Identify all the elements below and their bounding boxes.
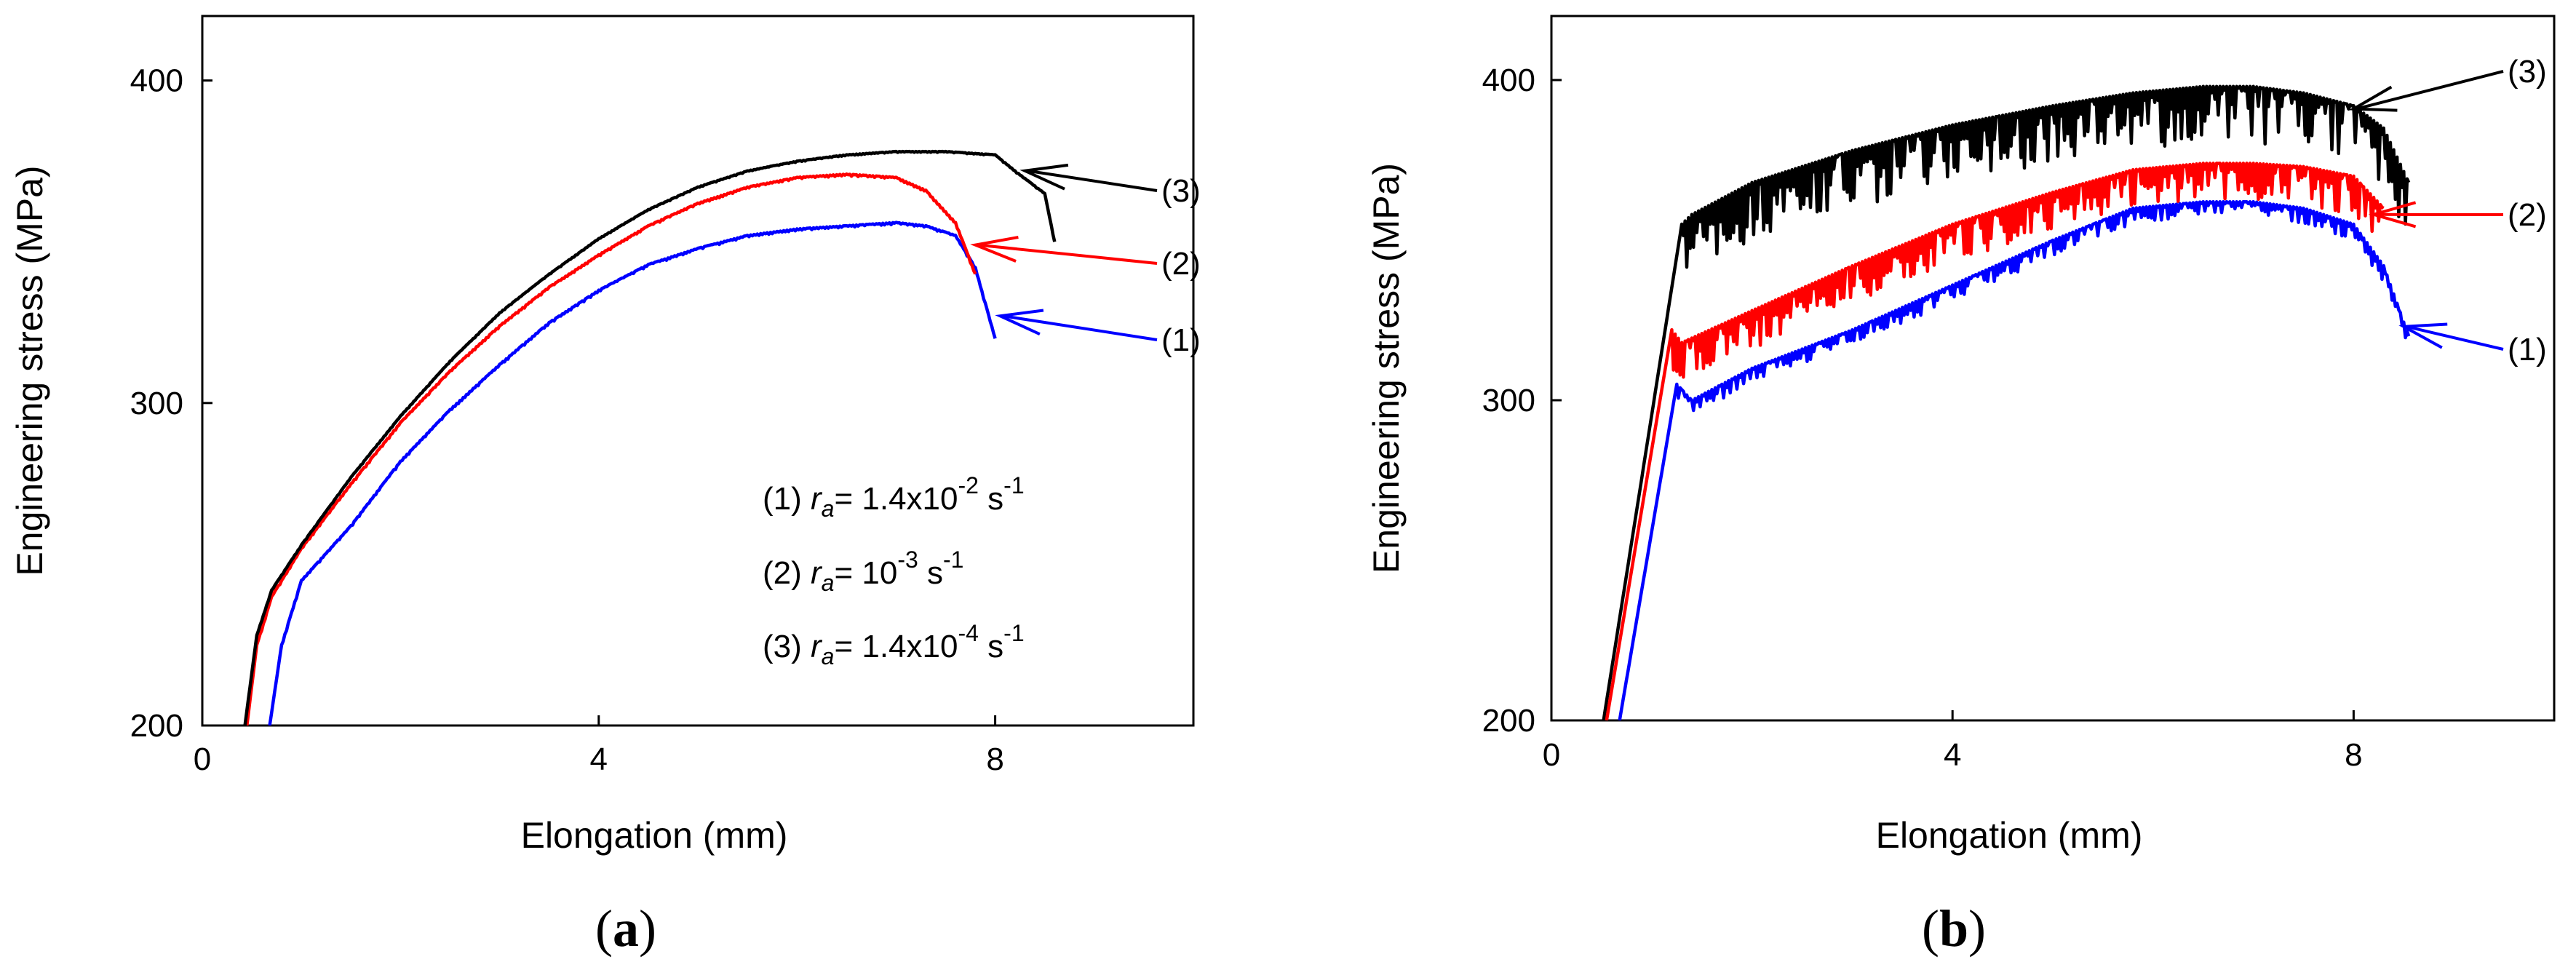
panel-label-letter: b: [1939, 899, 1968, 958]
series-line-2: [1605, 162, 2385, 720]
x-tick-label: 4: [1944, 737, 1961, 773]
panel-label: (a): [595, 899, 656, 958]
legend-eq: =: [834, 629, 862, 664]
plot-frame: [201, 15, 1195, 727]
legend-base: 10: [862, 555, 897, 591]
legend-exp: -3: [897, 546, 918, 573]
callout-arrowhead: [970, 236, 1019, 263]
legend-prefix: r: [811, 629, 823, 664]
callout-arrow: [1003, 314, 1158, 341]
legend-base: 1.4x10: [862, 481, 958, 517]
legend-unit_exp: -1: [1003, 472, 1024, 498]
callout-arrowhead: [2348, 85, 2398, 112]
legend-exp: -4: [958, 620, 978, 646]
legend-eq: =: [834, 555, 862, 591]
legend-unit: s: [979, 629, 1003, 664]
callout-arrowhead: [2398, 322, 2448, 349]
x-axis-title: Elongation (mm): [521, 815, 788, 856]
y-tick-label: 400: [1482, 63, 1535, 98]
callout-arrow: [2356, 70, 2504, 111]
callout-label: (3): [1161, 173, 1201, 209]
callout-label: (3): [2508, 54, 2547, 90]
panel-label-letter: a: [613, 899, 639, 958]
callout-arrowhead: [995, 309, 1044, 336]
series-line-1: [1618, 199, 2411, 720]
legend-entry: (2) ra= 10-3 s-1: [763, 546, 963, 596]
legend-unit_exp: -1: [1003, 620, 1024, 646]
legend-sub: a: [822, 643, 835, 669]
y-axis-title: Engineering stress (MPa): [9, 165, 50, 576]
callout-label: (2): [1161, 246, 1201, 282]
legend-id: (3): [763, 629, 811, 664]
x-tick-label: 0: [1543, 737, 1560, 773]
legend-unit: s: [918, 555, 943, 591]
callout-arrow: [1027, 169, 1158, 192]
legend-base: 1.4x10: [862, 629, 958, 664]
legend-entry: (3) ra= 1.4x10-4 s-1: [763, 620, 1025, 669]
x-axis-title: Elongation (mm): [1876, 815, 2143, 856]
y-tick-label: 300: [130, 386, 183, 421]
plot-frame: [1550, 15, 2556, 722]
legend-unit_exp: -1: [943, 546, 963, 573]
y-tick-label: 200: [130, 708, 183, 744]
series-line-1: [268, 220, 997, 725]
legend-id: (1): [763, 481, 811, 517]
x-tick-label: 0: [194, 742, 211, 777]
callout-arrowhead: [1019, 163, 1069, 191]
callout-arrowhead: [2368, 201, 2417, 228]
panel-b-chart: 200 300 400 0 4 8 Elongation (mm) Engineering s…: [1366, 15, 2556, 958]
panel-a-chart: 200 300 400 0 4 8 Elongation (mm) Engineering s…: [9, 15, 1201, 958]
callout-label: (1): [2508, 332, 2547, 367]
series-line-3: [243, 149, 1057, 725]
legend-prefix: r: [811, 481, 823, 517]
y-tick-label: 400: [130, 63, 183, 99]
y-tick-label: 300: [1482, 383, 1535, 418]
legend-sub: a: [822, 570, 835, 596]
callout-arrow: [2406, 325, 2504, 351]
callout-label: (2): [2508, 197, 2547, 233]
x-tick-label: 8: [2345, 737, 2362, 773]
legend-exp: -2: [958, 472, 978, 498]
legend-eq: =: [834, 481, 862, 517]
callout-label: (1): [1161, 322, 1201, 358]
callout-arrow: [978, 243, 1158, 265]
series-line-2: [245, 172, 977, 725]
series-line-3: [1602, 84, 2411, 720]
x-tick-label: 4: [590, 742, 608, 777]
panel-label: (b): [1922, 899, 1986, 958]
x-tick-label: 8: [986, 742, 1003, 777]
legend-unit: s: [979, 481, 1003, 517]
y-axis-title: Engineering stress (MPa): [1366, 163, 1407, 573]
legend-sub: a: [822, 496, 835, 522]
legend-id: (2): [763, 555, 811, 591]
legend-entry: (1) ra= 1.4x10-2 s-1: [763, 472, 1025, 522]
y-tick-label: 200: [1482, 703, 1535, 739]
legend-prefix: r: [811, 555, 823, 591]
